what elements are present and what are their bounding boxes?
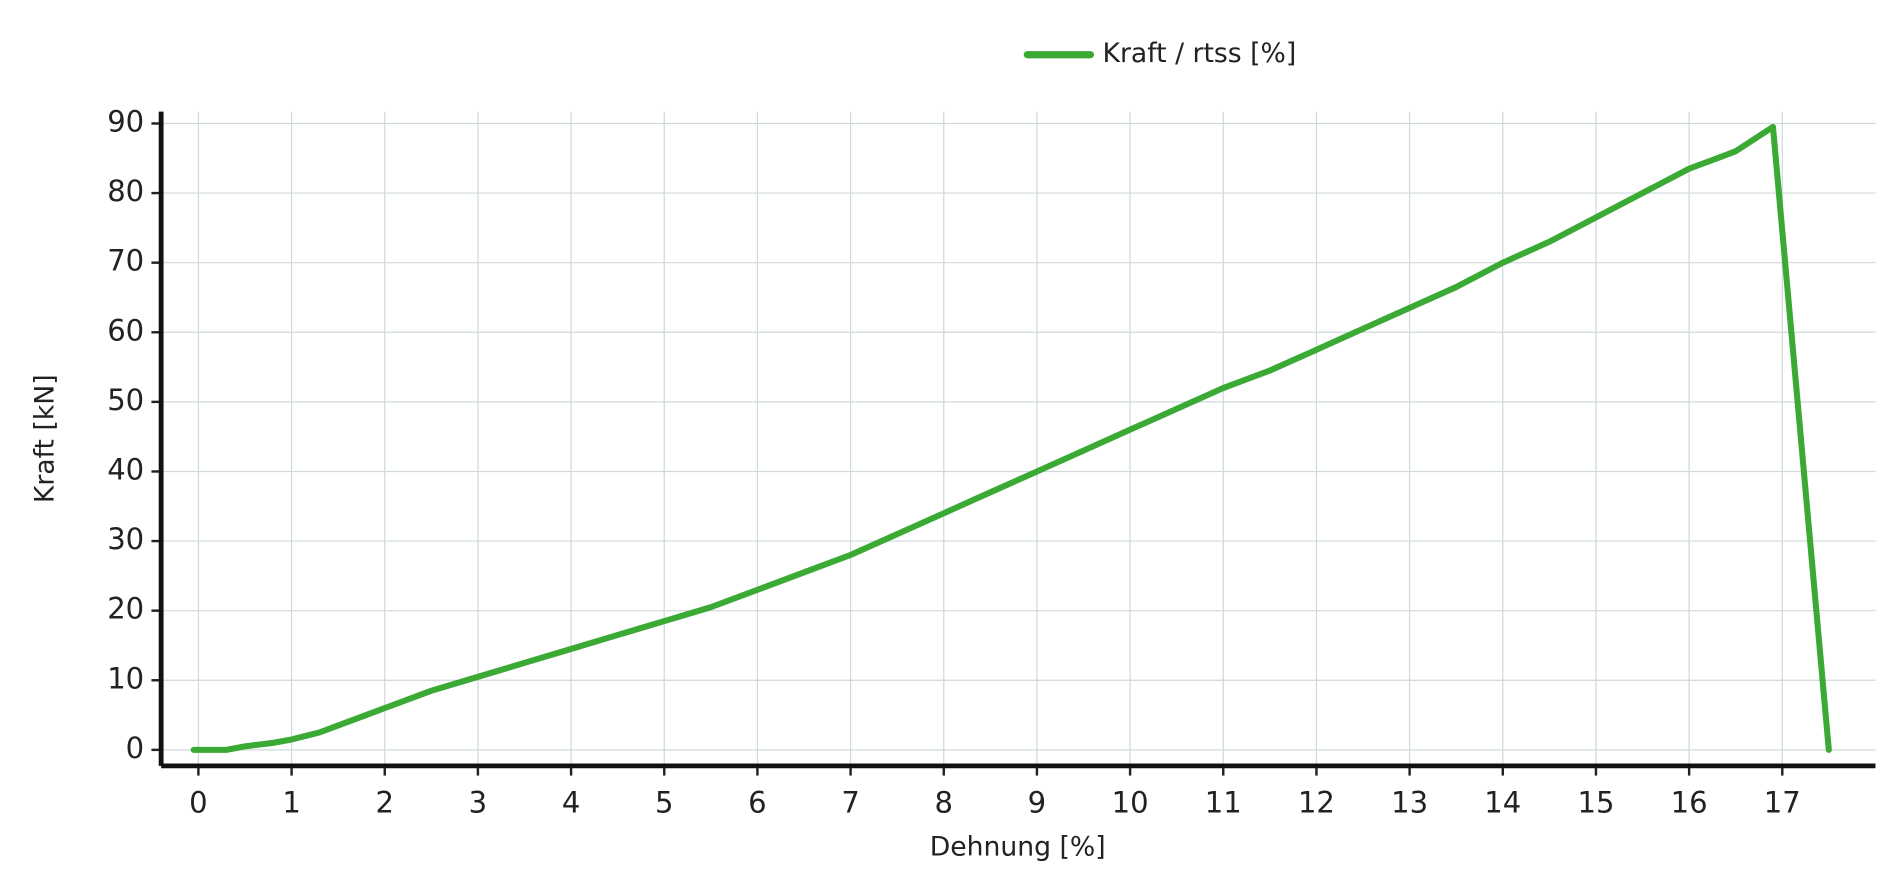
y-axis-title: Kraft [kN]: [30, 374, 61, 503]
x-tick-label: 13: [1391, 786, 1428, 820]
y-tick-label: 30: [107, 522, 144, 556]
y-tick-label: 50: [107, 383, 144, 417]
y-tick-label: 20: [107, 592, 144, 626]
x-axis-title: Dehnung [%]: [930, 832, 1106, 863]
x-tick-label: 0: [189, 786, 208, 820]
x-tick-label: 7: [841, 786, 860, 820]
x-tick-label: 16: [1671, 786, 1708, 820]
legend-label: Kraft / rtss [%]: [1103, 38, 1297, 69]
y-tick-label: 0: [126, 731, 145, 765]
x-tick-label: 14: [1484, 786, 1521, 820]
x-tick-label: 2: [375, 786, 394, 820]
x-tick-label: 3: [469, 786, 487, 820]
x-tick-label: 5: [655, 786, 674, 820]
y-tick-label: 90: [107, 104, 144, 138]
x-tick-label: 17: [1764, 786, 1801, 820]
x-tick-label: 4: [562, 786, 581, 820]
x-tick-label: 1: [282, 786, 301, 820]
y-tick-label: 70: [107, 244, 144, 278]
x-tick-label: 8: [935, 786, 954, 820]
x-tick-label: 11: [1205, 786, 1242, 820]
x-tick-label: 6: [748, 786, 767, 820]
data-line: [190, 123, 1832, 753]
x-tick-label: 15: [1577, 786, 1614, 820]
y-tick-label: 80: [107, 174, 144, 208]
y-tick-label: 10: [107, 661, 144, 695]
x-tick-label: 9: [1028, 786, 1047, 820]
x-tick-label: 12: [1298, 786, 1335, 820]
y-tick-label: 40: [107, 452, 144, 486]
x-tick-label: 10: [1112, 786, 1149, 820]
y-tick-label: 60: [107, 313, 144, 347]
